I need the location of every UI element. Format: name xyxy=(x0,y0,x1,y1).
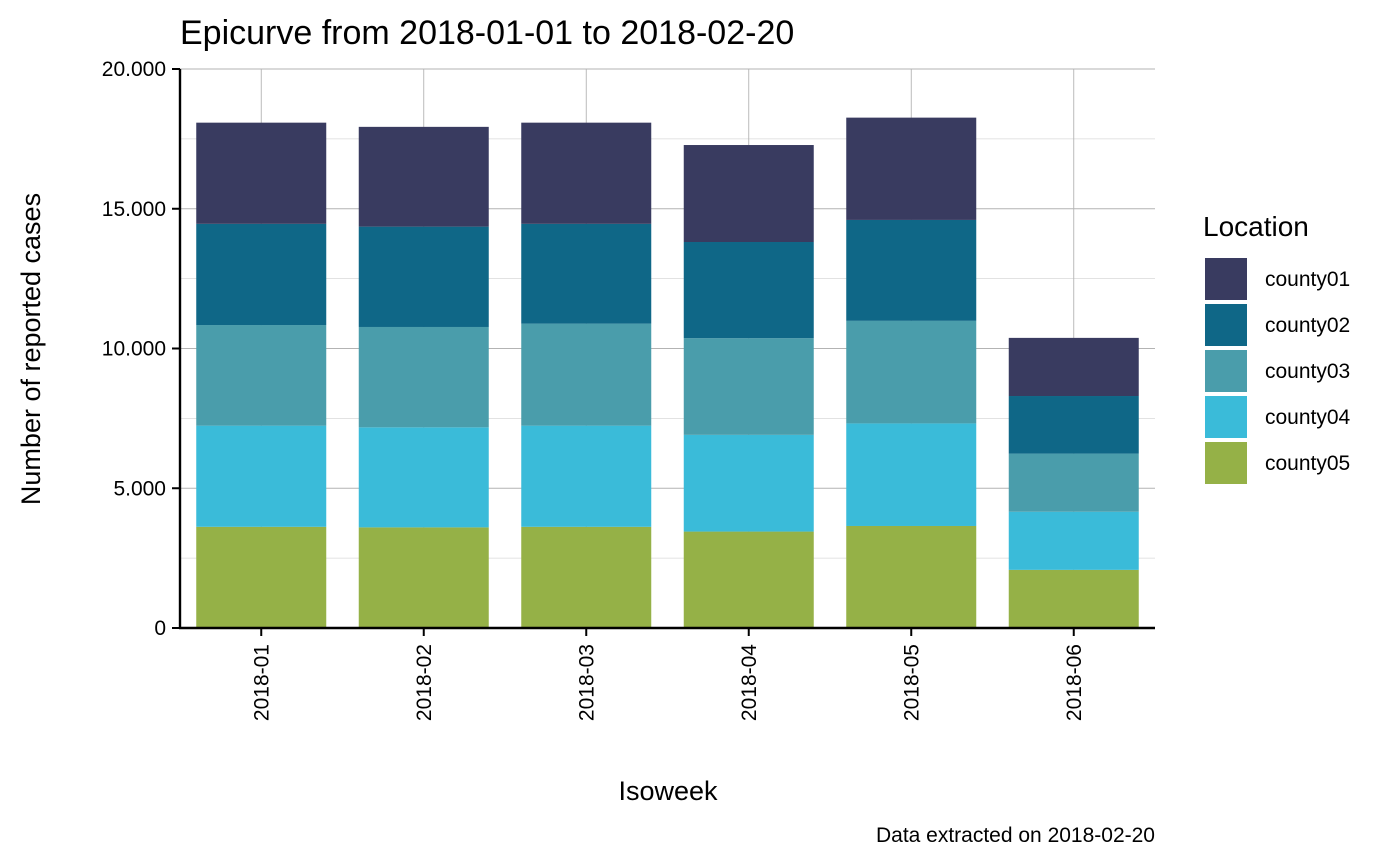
bar-county04-2018-06 xyxy=(1008,511,1139,570)
bar-county01-2018-04 xyxy=(683,145,814,243)
bar-county01-2018-06 xyxy=(1008,337,1139,397)
legend-key-county03 xyxy=(1205,350,1247,392)
bar-county03-2018-06 xyxy=(1008,453,1139,512)
bar-county02-2018-01 xyxy=(196,223,327,326)
bar-county01-2018-02 xyxy=(358,126,489,227)
bars xyxy=(196,117,1139,628)
x-tick-label: 2018-06 xyxy=(1063,644,1086,721)
legend-key-county04 xyxy=(1205,396,1247,438)
bar-county03-2018-04 xyxy=(683,338,814,435)
legend-label-county01: county01 xyxy=(1265,268,1350,291)
legend-key-county01 xyxy=(1205,258,1247,300)
bar-county01-2018-03 xyxy=(521,122,652,224)
legend-title: Location xyxy=(1203,211,1309,242)
legend-label-county04: county04 xyxy=(1265,406,1351,429)
x-tick-label: 2018-04 xyxy=(738,644,761,721)
legend: Location county01 county02 county03 county0… xyxy=(1203,211,1351,484)
y-tick-label: 0 xyxy=(154,617,166,640)
bar-county01-2018-05 xyxy=(846,117,977,220)
bar-county03-2018-01 xyxy=(196,325,327,426)
legend-label-county03: county03 xyxy=(1265,360,1350,383)
x-tick-label: 2018-05 xyxy=(900,644,923,721)
x-axis-title: Isoweek xyxy=(618,776,718,806)
bar-county05-2018-06 xyxy=(1008,569,1139,628)
bar-county04-2018-03 xyxy=(521,425,652,527)
bar-county05-2018-03 xyxy=(521,526,652,628)
bar-county05-2018-04 xyxy=(683,531,814,628)
y-tick-label: 15.000 xyxy=(102,198,166,221)
axes: 0 5.000 10.000 15.000 20.000 2018-01 2018-02 20… xyxy=(102,58,1155,721)
chart-title: Epicurve from 2018-01-01 to 2018-02-20 xyxy=(180,14,794,52)
bar-county02-2018-04 xyxy=(683,242,814,339)
bar-county05-2018-01 xyxy=(196,526,327,628)
legend-key-county05 xyxy=(1205,442,1247,484)
bar-county04-2018-02 xyxy=(358,427,489,528)
bar-county02-2018-06 xyxy=(1008,396,1139,454)
bar-county01-2018-01 xyxy=(196,122,327,224)
bar-county02-2018-03 xyxy=(521,223,652,324)
bar-county03-2018-05 xyxy=(846,320,977,424)
y-tick-label: 10.000 xyxy=(102,338,166,361)
bar-county04-2018-04 xyxy=(683,434,814,532)
caption: Data extracted on 2018-02-20 xyxy=(876,824,1155,847)
bar-county05-2018-02 xyxy=(358,527,489,628)
y-axis-title: Number of reported cases xyxy=(16,193,46,505)
bar-county02-2018-05 xyxy=(846,219,977,321)
x-tick-label: 2018-03 xyxy=(575,644,598,721)
bar-county05-2018-05 xyxy=(846,525,977,628)
y-tick-label: 20.000 xyxy=(102,58,166,81)
bar-county03-2018-02 xyxy=(358,326,489,428)
bar-county03-2018-03 xyxy=(521,323,652,426)
x-tick-label: 2018-01 xyxy=(250,644,273,721)
x-tick-label: 2018-02 xyxy=(413,644,436,721)
bar-county02-2018-02 xyxy=(358,226,489,327)
bar-county04-2018-05 xyxy=(846,423,977,526)
legend-label-county02: county02 xyxy=(1265,314,1350,337)
legend-label-county05: county05 xyxy=(1265,452,1350,475)
legend-key-county02 xyxy=(1205,304,1247,346)
y-tick-label: 5.000 xyxy=(113,477,166,500)
bar-county04-2018-01 xyxy=(196,425,327,527)
